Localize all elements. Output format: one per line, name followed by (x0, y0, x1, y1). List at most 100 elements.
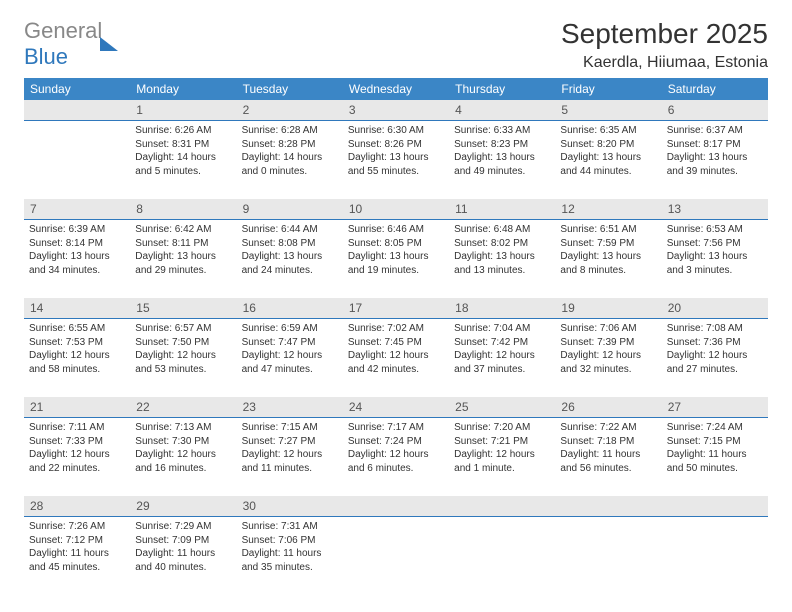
day-cell: Sunrise: 7:13 AMSunset: 7:30 PMDaylight:… (130, 418, 236, 496)
week-row: Sunrise: 7:26 AMSunset: 7:12 PM Daylight:… (24, 517, 768, 595)
day-daylight2: and 24 minutes. (242, 264, 338, 278)
day-number: 21 (24, 397, 130, 417)
day-sunrise: Sunrise: 7:04 AM (454, 322, 550, 336)
day-sunrise: Sunrise: 7:02 AM (348, 322, 444, 336)
day-sunset: Sunset: 7:53 PM (29, 336, 125, 350)
day-daylight2: and 0 minutes. (242, 165, 338, 179)
dow-thursday: Thursday (449, 78, 555, 100)
day-daylight1: Daylight: 11 hours (560, 448, 656, 462)
day-daylight1: Daylight: 13 hours (454, 151, 550, 165)
day-number: 27 (662, 397, 768, 417)
day-number: 23 (237, 397, 343, 417)
day-daylight1: Daylight: 14 hours (242, 151, 338, 165)
day-number: 1 (130, 100, 236, 120)
day-sunrise: Sunrise: 6:57 AM (135, 322, 231, 336)
day-number: 15 (130, 298, 236, 318)
day-cell: Sunrise: 6:53 AMSunset: 7:56 PMDaylight:… (662, 220, 768, 298)
day-sunset: Sunset: 7:30 PM (135, 435, 231, 449)
day-cell: Sunrise: 7:24 AMSunset: 7:15 PMDaylight:… (662, 418, 768, 496)
day-number (343, 496, 449, 516)
day-sunset: Sunset: 7:12 PM (29, 534, 125, 548)
day-cell (343, 517, 449, 595)
location: Kaerdla, Hiiumaa, Estonia (561, 54, 768, 72)
logo-word2: Blue (24, 44, 68, 69)
day-daylight2: and 49 minutes. (454, 165, 550, 179)
day-cell: Sunrise: 7:06 AMSunset: 7:39 PMDaylight:… (555, 319, 661, 397)
day-sunrise: Sunrise: 7:11 AM (29, 421, 125, 435)
week-row: Sunrise: 6:55 AMSunset: 7:53 PM Daylight:… (24, 319, 768, 397)
header: General Blue September 2025 Kaerdla, Hii… (24, 18, 768, 72)
day-daylight2: and 53 minutes. (135, 363, 231, 377)
day-cell (449, 517, 555, 595)
day-daylight2: and 3 minutes. (667, 264, 763, 278)
day-number: 4 (449, 100, 555, 120)
daynum-row: 78910111213 (24, 199, 768, 220)
day-number: 3 (343, 100, 449, 120)
day-sunrise: Sunrise: 6:39 AM (29, 223, 125, 237)
day-sunrise: Sunrise: 7:08 AM (667, 322, 763, 336)
logo-sail-icon (100, 12, 118, 51)
day-sunrise: Sunrise: 6:37 AM (667, 124, 763, 138)
day-daylight1: Daylight: 12 hours (348, 448, 444, 462)
day-daylight2: and 29 minutes. (135, 264, 231, 278)
logo: General Blue (24, 18, 118, 70)
day-number: 16 (237, 298, 343, 318)
day-daylight2: and 37 minutes. (454, 363, 550, 377)
day-daylight2: and 6 minutes. (348, 462, 444, 476)
day-daylight1: Daylight: 13 hours (29, 250, 125, 264)
week-row: Sunrise: 7:11 AMSunset: 7:33 PMDaylight:… (24, 418, 768, 496)
day-sunrise: Sunrise: 6:55 AM (29, 322, 125, 336)
day-sunrise: Sunrise: 6:42 AM (135, 223, 231, 237)
day-number (24, 100, 130, 120)
day-daylight2: and 44 minutes. (560, 165, 656, 179)
weeks-container: 123456Sunrise: 6:26 AMSunset: 8:31 PMDay… (24, 100, 768, 595)
day-daylight1: Daylight: 12 hours (454, 349, 550, 363)
day-sunset: Sunset: 7:24 PM (348, 435, 444, 449)
day-sunset: Sunset: 7:06 PM (242, 534, 338, 548)
week-row: Sunrise: 6:39 AMSunset: 8:14 PMDaylight:… (24, 220, 768, 298)
day-sunrise: Sunrise: 6:51 AM (560, 223, 656, 237)
day-sunrise: Sunrise: 6:26 AM (135, 124, 231, 138)
day-number: 5 (555, 100, 661, 120)
day-number: 13 (662, 199, 768, 219)
day-daylight2: and 13 minutes. (454, 264, 550, 278)
day-daylight2: and 22 minutes. (29, 462, 125, 476)
day-sunset: Sunset: 7:21 PM (454, 435, 550, 449)
day-sunset: Sunset: 7:42 PM (454, 336, 550, 350)
day-sunset: Sunset: 7:15 PM (667, 435, 763, 449)
logo-word1: General (24, 18, 102, 43)
day-cell: Sunrise: 6:46 AMSunset: 8:05 PMDaylight:… (343, 220, 449, 298)
day-sunrise: Sunrise: 6:48 AM (454, 223, 550, 237)
day-sunrise: Sunrise: 7:29 AM (135, 520, 231, 534)
day-sunrise: Sunrise: 7:15 AM (242, 421, 338, 435)
day-cell: Sunrise: 6:30 AMSunset: 8:26 PMDaylight:… (343, 121, 449, 199)
day-number: 14 (24, 298, 130, 318)
day-number: 30 (237, 496, 343, 516)
day-sunset: Sunset: 7:50 PM (135, 336, 231, 350)
day-daylight1: Daylight: 12 hours (29, 448, 125, 462)
day-daylight1: Daylight: 11 hours (135, 547, 231, 561)
day-cell: Sunrise: 7:20 AMSunset: 7:21 PMDaylight:… (449, 418, 555, 496)
day-cell: Sunrise: 6:33 AMSunset: 8:23 PMDaylight:… (449, 121, 555, 199)
day-daylight1: Daylight: 13 hours (454, 250, 550, 264)
day-cell: Sunrise: 7:02 AMSunset: 7:45 PMDaylight:… (343, 319, 449, 397)
day-daylight2: and 11 minutes. (242, 462, 338, 476)
day-cell (662, 517, 768, 595)
day-sunset: Sunset: 8:31 PM (135, 138, 231, 152)
dow-sunday: Sunday (24, 78, 130, 100)
day-daylight1: Daylight: 13 hours (560, 250, 656, 264)
day-daylight2: and 34 minutes. (29, 264, 125, 278)
day-daylight1: Daylight: 13 hours (348, 151, 444, 165)
day-daylight2: and 19 minutes. (348, 264, 444, 278)
day-number: 11 (449, 199, 555, 219)
day-daylight2: and 40 minutes. (135, 561, 231, 575)
day-sunrise: Sunrise: 7:20 AM (454, 421, 550, 435)
day-daylight1: Daylight: 12 hours (135, 349, 231, 363)
day-number: 19 (555, 298, 661, 318)
day-number: 28 (24, 496, 130, 516)
day-sunrise: Sunrise: 7:26 AM (29, 520, 125, 534)
day-cell: Sunrise: 6:42 AMSunset: 8:11 PMDaylight:… (130, 220, 236, 298)
day-daylight2: and 1 minute. (454, 462, 550, 476)
day-cell: Sunrise: 6:59 AMSunset: 7:47 PMDaylight:… (237, 319, 343, 397)
day-daylight1: Daylight: 14 hours (135, 151, 231, 165)
